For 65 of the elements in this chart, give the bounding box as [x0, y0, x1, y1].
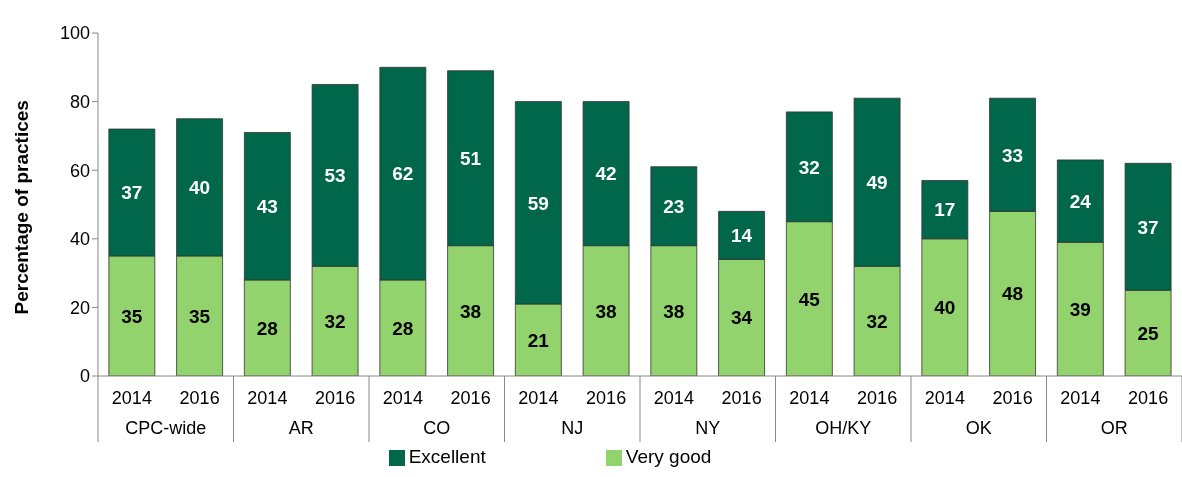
data-label: 34 — [731, 307, 753, 329]
y-axis-title: Percentage of practices — [10, 100, 32, 315]
data-label: 32 — [866, 310, 888, 332]
y-tick-label: 0 — [79, 366, 90, 387]
x-tick-label: 2016 — [1128, 388, 1169, 408]
data-label: 25 — [1137, 322, 1160, 344]
data-label: 39 — [1069, 298, 1091, 320]
data-label: 40 — [189, 177, 211, 199]
data-label: 48 — [1002, 283, 1024, 305]
legend-label: Very good — [625, 446, 712, 467]
text: OR — [1100, 418, 1128, 438]
text: CPC-wide — [125, 418, 207, 438]
data-label: 32 — [798, 156, 820, 178]
text: NJ — [561, 418, 584, 438]
data-label: 49 — [866, 171, 888, 193]
data-label: 42 — [595, 163, 617, 185]
x-tick-label: 2014 — [1060, 388, 1101, 408]
data-label: 14 — [731, 225, 753, 247]
y-tick-label: 80 — [69, 91, 90, 112]
x-tick-label: 2016 — [450, 388, 491, 408]
data-label: 32 — [324, 310, 346, 332]
x-tick-label: 2016 — [586, 388, 627, 408]
data-label: 53 — [324, 165, 346, 187]
x-tick-label: 2016 — [179, 388, 220, 408]
data-label: 35 — [121, 305, 143, 327]
data-label: 62 — [392, 163, 414, 185]
data-label: 35 — [189, 305, 211, 327]
x-tick-label: 2016 — [992, 388, 1033, 408]
x-tick-label: 2016 — [721, 388, 762, 408]
x-tick-label: 2016 — [315, 388, 356, 408]
text: OK — [965, 418, 992, 438]
data-label: 45 — [798, 288, 821, 310]
text: NY — [695, 418, 721, 438]
x-tick-label: 2014 — [111, 388, 152, 408]
data-label: 23 — [663, 195, 685, 217]
y-tick-label: 100 — [59, 23, 90, 44]
text: OH/KY — [815, 418, 872, 438]
text: CO — [423, 418, 451, 438]
data-label: 38 — [460, 300, 482, 322]
y-tick-label: 60 — [69, 160, 90, 181]
x-tick-label: 2014 — [924, 388, 965, 408]
data-label: 43 — [256, 195, 278, 217]
data-label: 37 — [121, 182, 143, 204]
data-label: 24 — [1069, 190, 1092, 212]
y-tick-label: 20 — [69, 297, 90, 318]
data-label: 51 — [460, 147, 482, 169]
data-label: 59 — [527, 192, 549, 214]
x-tick-label: 2014 — [518, 388, 559, 408]
data-label: 40 — [934, 297, 956, 319]
data-label: 38 — [595, 300, 617, 322]
data-label: 38 — [663, 300, 685, 322]
legend-label: Excellent — [408, 446, 486, 467]
data-label: 33 — [1002, 144, 1024, 166]
data-label: 21 — [527, 329, 550, 351]
data-label: 28 — [392, 317, 414, 339]
x-tick-label: 2014 — [653, 388, 694, 408]
x-tick-label: 2014 — [382, 388, 423, 408]
x-tick-label: 2014 — [789, 388, 830, 408]
x-tick-label: 2016 — [857, 388, 898, 408]
text: AR — [288, 418, 314, 438]
data-label: 28 — [256, 317, 278, 339]
y-tick-label: 40 — [69, 229, 90, 250]
data-label: 17 — [934, 199, 956, 221]
x-tick-label: 2014 — [247, 388, 288, 408]
data-label: 37 — [1137, 216, 1159, 238]
